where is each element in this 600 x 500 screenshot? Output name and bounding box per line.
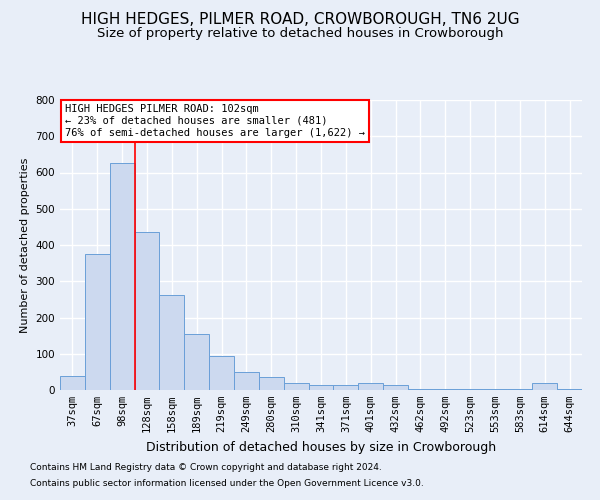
Bar (134, 232, 160, 390)
Bar (433, 389, 458, 390)
Bar (60, 376, 85, 390)
Bar (532, 384, 557, 390)
Text: Contains HM Land Registry data © Crown copyright and database right 2024.: Contains HM Land Registry data © Crown c… (30, 464, 382, 472)
Bar (383, 384, 408, 390)
Text: HIGH HEDGES, PILMER ROAD, CROWBOROUGH, TN6 2UG: HIGH HEDGES, PILMER ROAD, CROWBOROUGH, T… (80, 12, 520, 28)
Text: Size of property relative to detached houses in Crowborough: Size of property relative to detached ho… (97, 28, 503, 40)
Bar (408, 389, 433, 390)
Bar (358, 383, 383, 390)
Text: HIGH HEDGES PILMER ROAD: 102sqm
← 23% of detached houses are smaller (481)
76% o: HIGH HEDGES PILMER ROAD: 102sqm ← 23% of… (65, 104, 365, 138)
Bar (160, 295, 184, 390)
Y-axis label: Number of detached properties: Number of detached properties (20, 158, 30, 332)
Bar (308, 384, 334, 390)
Text: Contains public sector information licensed under the Open Government Licence v3: Contains public sector information licen… (30, 478, 424, 488)
Bar (557, 389, 582, 390)
Bar (284, 383, 308, 390)
Bar (184, 334, 209, 390)
Bar (110, 164, 134, 390)
Bar (482, 389, 508, 390)
Bar (458, 389, 482, 390)
X-axis label: Distribution of detached houses by size in Crowborough: Distribution of detached houses by size … (146, 440, 496, 454)
Bar (234, 372, 259, 390)
Bar (209, 356, 234, 390)
Bar (508, 389, 532, 390)
Bar (334, 384, 358, 390)
Bar (259, 378, 284, 390)
Bar (85, 254, 110, 390)
